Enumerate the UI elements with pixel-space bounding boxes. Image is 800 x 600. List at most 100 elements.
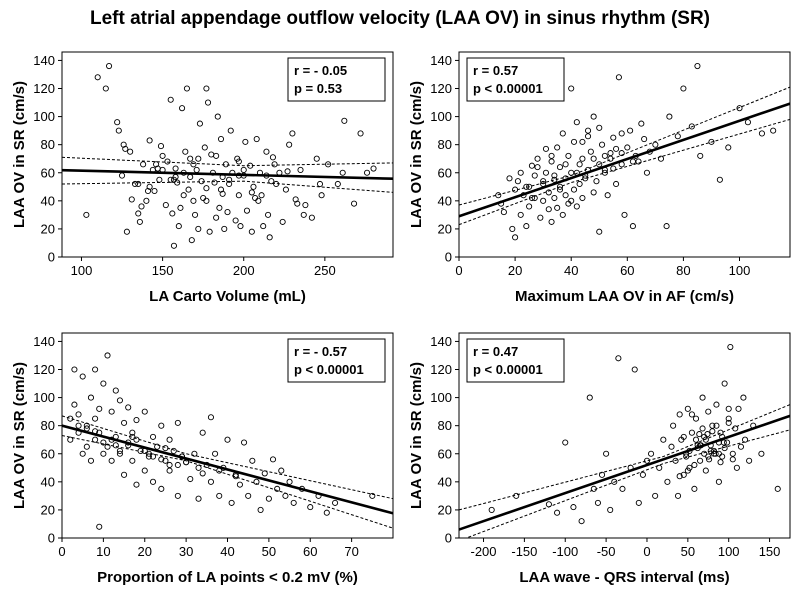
data-point — [213, 214, 220, 221]
data-point — [213, 152, 220, 159]
data-point — [135, 180, 142, 188]
data-point — [137, 447, 144, 454]
x-tick-label: 20 — [138, 544, 152, 559]
data-point — [269, 154, 276, 161]
data-point — [706, 456, 713, 463]
data-point — [708, 138, 715, 145]
data-point — [670, 422, 677, 429]
data-point — [643, 169, 650, 176]
data-point — [144, 187, 152, 195]
data-point — [716, 176, 723, 183]
data-point — [554, 509, 561, 516]
data-point — [100, 380, 107, 387]
data-point — [568, 169, 575, 176]
data-point — [249, 457, 256, 464]
data-point — [584, 133, 592, 140]
x-tick-label: 40 — [220, 544, 234, 559]
data-point — [92, 415, 99, 422]
data-point — [599, 141, 606, 148]
data-point — [746, 457, 753, 464]
data-point — [307, 504, 314, 511]
data-point — [725, 405, 732, 412]
data-point — [674, 492, 682, 499]
data-point — [235, 192, 242, 199]
regression-line — [459, 414, 790, 531]
data-point — [568, 197, 575, 204]
data-point — [719, 453, 726, 460]
data-point — [159, 152, 166, 159]
data-point — [774, 485, 781, 492]
ci-band-upper — [62, 156, 393, 167]
data-point — [737, 443, 745, 450]
data-point — [643, 457, 651, 464]
data-point — [603, 450, 610, 457]
data-point — [143, 197, 150, 204]
data-point — [174, 419, 181, 426]
ci-band-upper — [459, 404, 790, 511]
data-point — [216, 492, 223, 499]
data-point — [133, 436, 140, 443]
data-point — [172, 165, 179, 172]
data-point — [125, 404, 132, 411]
data-point — [656, 464, 663, 471]
data-point — [250, 183, 257, 190]
data-point — [663, 223, 670, 230]
data-point — [191, 450, 198, 457]
y-axis-label: LAA OV in SR (cm/s) — [11, 362, 28, 509]
x-axis-label: LA Carto Volume (mL) — [149, 288, 306, 305]
data-point — [185, 186, 192, 193]
ci-band-upper — [62, 415, 393, 500]
data-point — [715, 450, 722, 457]
data-point — [128, 196, 135, 203]
data-point — [227, 127, 234, 134]
data-point — [579, 138, 586, 145]
data-point — [604, 192, 611, 199]
data-point — [523, 183, 530, 190]
data-point — [513, 492, 520, 499]
data-point — [177, 204, 184, 211]
data-point — [601, 152, 608, 159]
data-point — [108, 408, 115, 415]
data-point — [735, 405, 742, 412]
data-point — [596, 161, 603, 168]
data-point — [180, 192, 187, 199]
data-point — [635, 158, 642, 165]
data-point — [339, 169, 346, 176]
data-point — [699, 394, 706, 401]
y-tick-label: 140 — [430, 334, 452, 349]
data-point — [75, 411, 82, 418]
y-tick-label: 60 — [41, 165, 55, 180]
data-point — [164, 158, 171, 165]
regression-line — [459, 102, 790, 218]
data-point — [568, 85, 575, 92]
data-point — [702, 436, 709, 443]
stats-p-value: p = 0.53 — [294, 81, 342, 96]
data-point — [217, 136, 225, 143]
stats-r-value: r = 0.47 — [473, 344, 518, 359]
data-point — [166, 436, 173, 443]
data-point — [512, 186, 519, 193]
data-point — [611, 478, 618, 485]
y-tick-label: 40 — [41, 193, 55, 208]
data-point — [157, 143, 165, 150]
data-point — [167, 96, 174, 103]
data-point — [216, 204, 223, 211]
y-tick-label: 100 — [33, 390, 55, 405]
data-point — [590, 485, 597, 492]
data-point — [258, 192, 265, 199]
data-point — [758, 450, 765, 457]
y-axis-label: LAA OV in SR (cm/s) — [408, 362, 425, 509]
data-point — [517, 211, 524, 218]
data-point — [514, 178, 521, 185]
data-point — [528, 162, 535, 169]
data-point — [217, 186, 225, 193]
y-axis-label: LAA OV in SR (cm/s) — [11, 81, 28, 228]
data-point — [691, 485, 698, 492]
data-point — [118, 172, 126, 179]
data-point — [562, 192, 569, 199]
data-point — [316, 180, 324, 188]
data-point — [576, 161, 583, 168]
data-point — [545, 189, 552, 196]
data-point — [517, 169, 524, 176]
